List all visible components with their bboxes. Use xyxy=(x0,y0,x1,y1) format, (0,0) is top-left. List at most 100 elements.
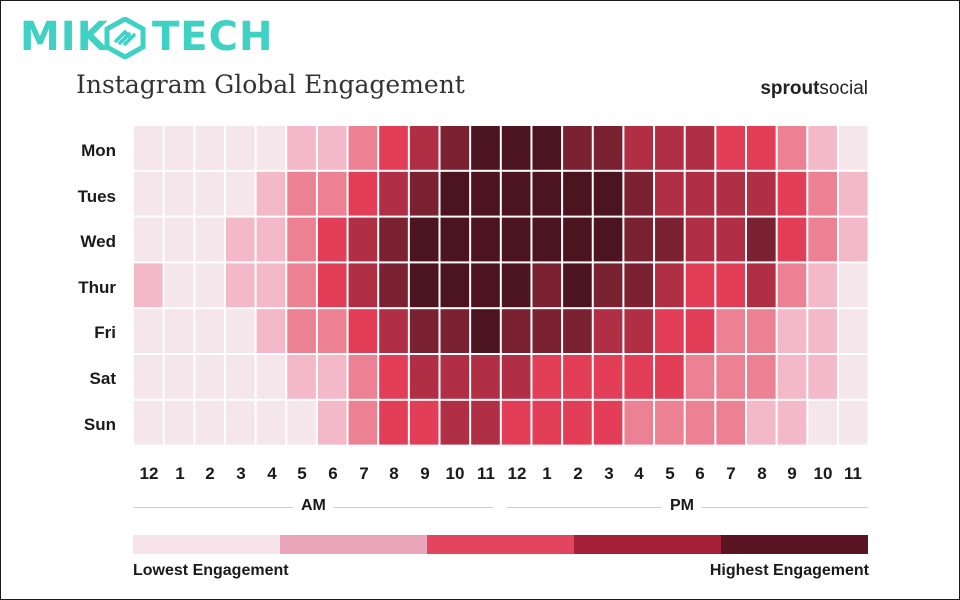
heatmap-cell-mon-8 xyxy=(379,126,408,170)
heatmap-cell-thur-13 xyxy=(532,263,562,308)
heatmap-cell-sat-9 xyxy=(409,355,439,399)
heatmap-cell-sat-14 xyxy=(563,355,592,399)
heatmap-cell-sun-15 xyxy=(593,400,623,445)
heatmap-cell-fri-9 xyxy=(409,309,439,353)
heatmap-cell-tues-6 xyxy=(317,171,347,216)
heatmap-cell-sun-9 xyxy=(409,400,439,445)
heatmap-cell-tues-21 xyxy=(777,171,807,216)
heatmap-cell-fri-18 xyxy=(685,309,715,353)
heatmap-cell-tues-8 xyxy=(379,171,408,216)
heatmap-cell-sat-13 xyxy=(532,355,562,399)
heatmap-cell-sat-21 xyxy=(777,355,807,399)
hour-label: 9 xyxy=(787,464,797,483)
heatmap-cell-sat-7 xyxy=(348,355,378,399)
heatmap-cell-sun-6 xyxy=(317,400,347,445)
heatmap-cell-mon-18 xyxy=(685,126,715,170)
heatmap-cell-sat-8 xyxy=(379,355,408,399)
hour-label: 1 xyxy=(542,464,552,483)
heatmap-cell-wed-17 xyxy=(655,217,684,262)
brand-bold: sprout xyxy=(760,78,820,99)
heatmap-cell-fri-23 xyxy=(838,309,868,353)
heatmap-cell-thur-21 xyxy=(777,263,807,308)
heatmap-cell-tues-18 xyxy=(685,171,715,216)
heatmap-cell-sun-11 xyxy=(471,400,500,445)
am-label: AM xyxy=(293,497,334,515)
heatmap-cell-sun-18 xyxy=(685,400,715,445)
heatmap-cell-fri-3 xyxy=(225,309,255,353)
heatmap-cell-thur-9 xyxy=(409,263,439,308)
hour-label: 3 xyxy=(236,464,246,483)
heatmap-cell-thur-23 xyxy=(838,263,868,308)
heatmap-cell-sun-16 xyxy=(624,400,654,445)
hour-label: 12 xyxy=(139,464,159,483)
heatmap-cell-mon-15 xyxy=(593,126,623,170)
heatmap-cell-sat-17 xyxy=(655,355,684,399)
heatmap-cell-sat-15 xyxy=(593,355,623,399)
heatmap-cell-fri-0 xyxy=(134,309,163,353)
logo-text-right: TECH xyxy=(152,14,274,60)
heatmap-cell-sat-22 xyxy=(808,355,837,399)
heatmap-cell-sat-5 xyxy=(287,355,316,399)
hour-label: 4 xyxy=(634,464,644,483)
heatmap-cell-sun-5 xyxy=(287,400,316,445)
heatmap-cell-fri-13 xyxy=(532,309,562,353)
heatmap-cell-mon-5 xyxy=(287,126,316,170)
hour-label: 7 xyxy=(726,464,736,483)
hour-label: 12 xyxy=(507,464,527,483)
heatmap-cell-sun-22 xyxy=(808,400,837,445)
heatmap-cell-fri-5 xyxy=(287,309,316,353)
legend-swatch-1 xyxy=(133,535,280,554)
heatmap-cell-wed-19 xyxy=(716,217,745,262)
heatmap-cell-thur-20 xyxy=(747,263,776,308)
heatmap-cell-tues-5 xyxy=(287,171,316,216)
heatmap-cell-sat-1 xyxy=(164,355,194,399)
heatmap-cell-sun-13 xyxy=(532,400,562,445)
heatmap-cell-wed-13 xyxy=(532,217,562,262)
heatmap-cell-sun-12 xyxy=(501,400,531,445)
hour-label: 4 xyxy=(267,464,277,483)
heatmap-cell-wed-22 xyxy=(808,217,837,262)
heatmap-cell-wed-2 xyxy=(195,217,224,262)
heatmap-cell-thur-10 xyxy=(440,263,470,308)
heatmap-cell-tues-17 xyxy=(655,171,684,216)
heatmap-cell-mon-14 xyxy=(563,126,592,170)
heatmap-cell-thur-5 xyxy=(287,263,316,308)
heatmap-cell-sat-23 xyxy=(838,355,868,399)
heatmap-cell-fri-7 xyxy=(348,309,378,353)
heatmap-cell-wed-18 xyxy=(685,217,715,262)
heatmap-cell-thur-11 xyxy=(471,263,500,308)
legend-swatch-5 xyxy=(721,535,868,554)
heatmap-cell-mon-16 xyxy=(624,126,654,170)
heatmap-cell-sat-11 xyxy=(471,355,500,399)
heatmap-cell-fri-11 xyxy=(471,309,500,353)
heatmap-cell-fri-2 xyxy=(195,309,224,353)
heatmap-cell-sat-0 xyxy=(134,355,163,399)
heatmap-cell-fri-21 xyxy=(777,309,807,353)
hour-label: 1 xyxy=(175,464,185,483)
heatmap-cell-fri-12 xyxy=(501,309,531,353)
day-label-thur: Thur xyxy=(78,278,116,297)
heatmap-cell-sun-19 xyxy=(716,400,745,445)
heatmap-cell-wed-1 xyxy=(164,217,194,262)
heatmap-cell-fri-10 xyxy=(440,309,470,353)
heatmap-cell-thur-18 xyxy=(685,263,715,308)
legend-swatch-3 xyxy=(427,535,574,554)
heatmap-cell-thur-16 xyxy=(624,263,654,308)
heatmap-cell-sat-16 xyxy=(624,355,654,399)
heatmap-cell-tues-15 xyxy=(593,171,623,216)
heatmap-cell-thur-17 xyxy=(655,263,684,308)
heatmap-cell-sun-21 xyxy=(777,400,807,445)
day-label-tues: Tues xyxy=(77,187,116,206)
heatmap-cell-wed-0 xyxy=(134,217,163,262)
heatmap-cell-wed-10 xyxy=(440,217,470,262)
heatmap-cell-tues-22 xyxy=(808,171,837,216)
hour-label: 2 xyxy=(205,464,215,483)
heatmap-cell-wed-4 xyxy=(256,217,286,262)
day-label-sun: Sun xyxy=(83,415,116,434)
heatmap-cell-wed-23 xyxy=(838,217,868,262)
heatmap-cell-mon-0 xyxy=(134,126,163,170)
heatmap-cell-mon-19 xyxy=(716,126,745,170)
heatmap-cell-tues-11 xyxy=(471,171,500,216)
legend-swatch-2 xyxy=(280,535,427,554)
